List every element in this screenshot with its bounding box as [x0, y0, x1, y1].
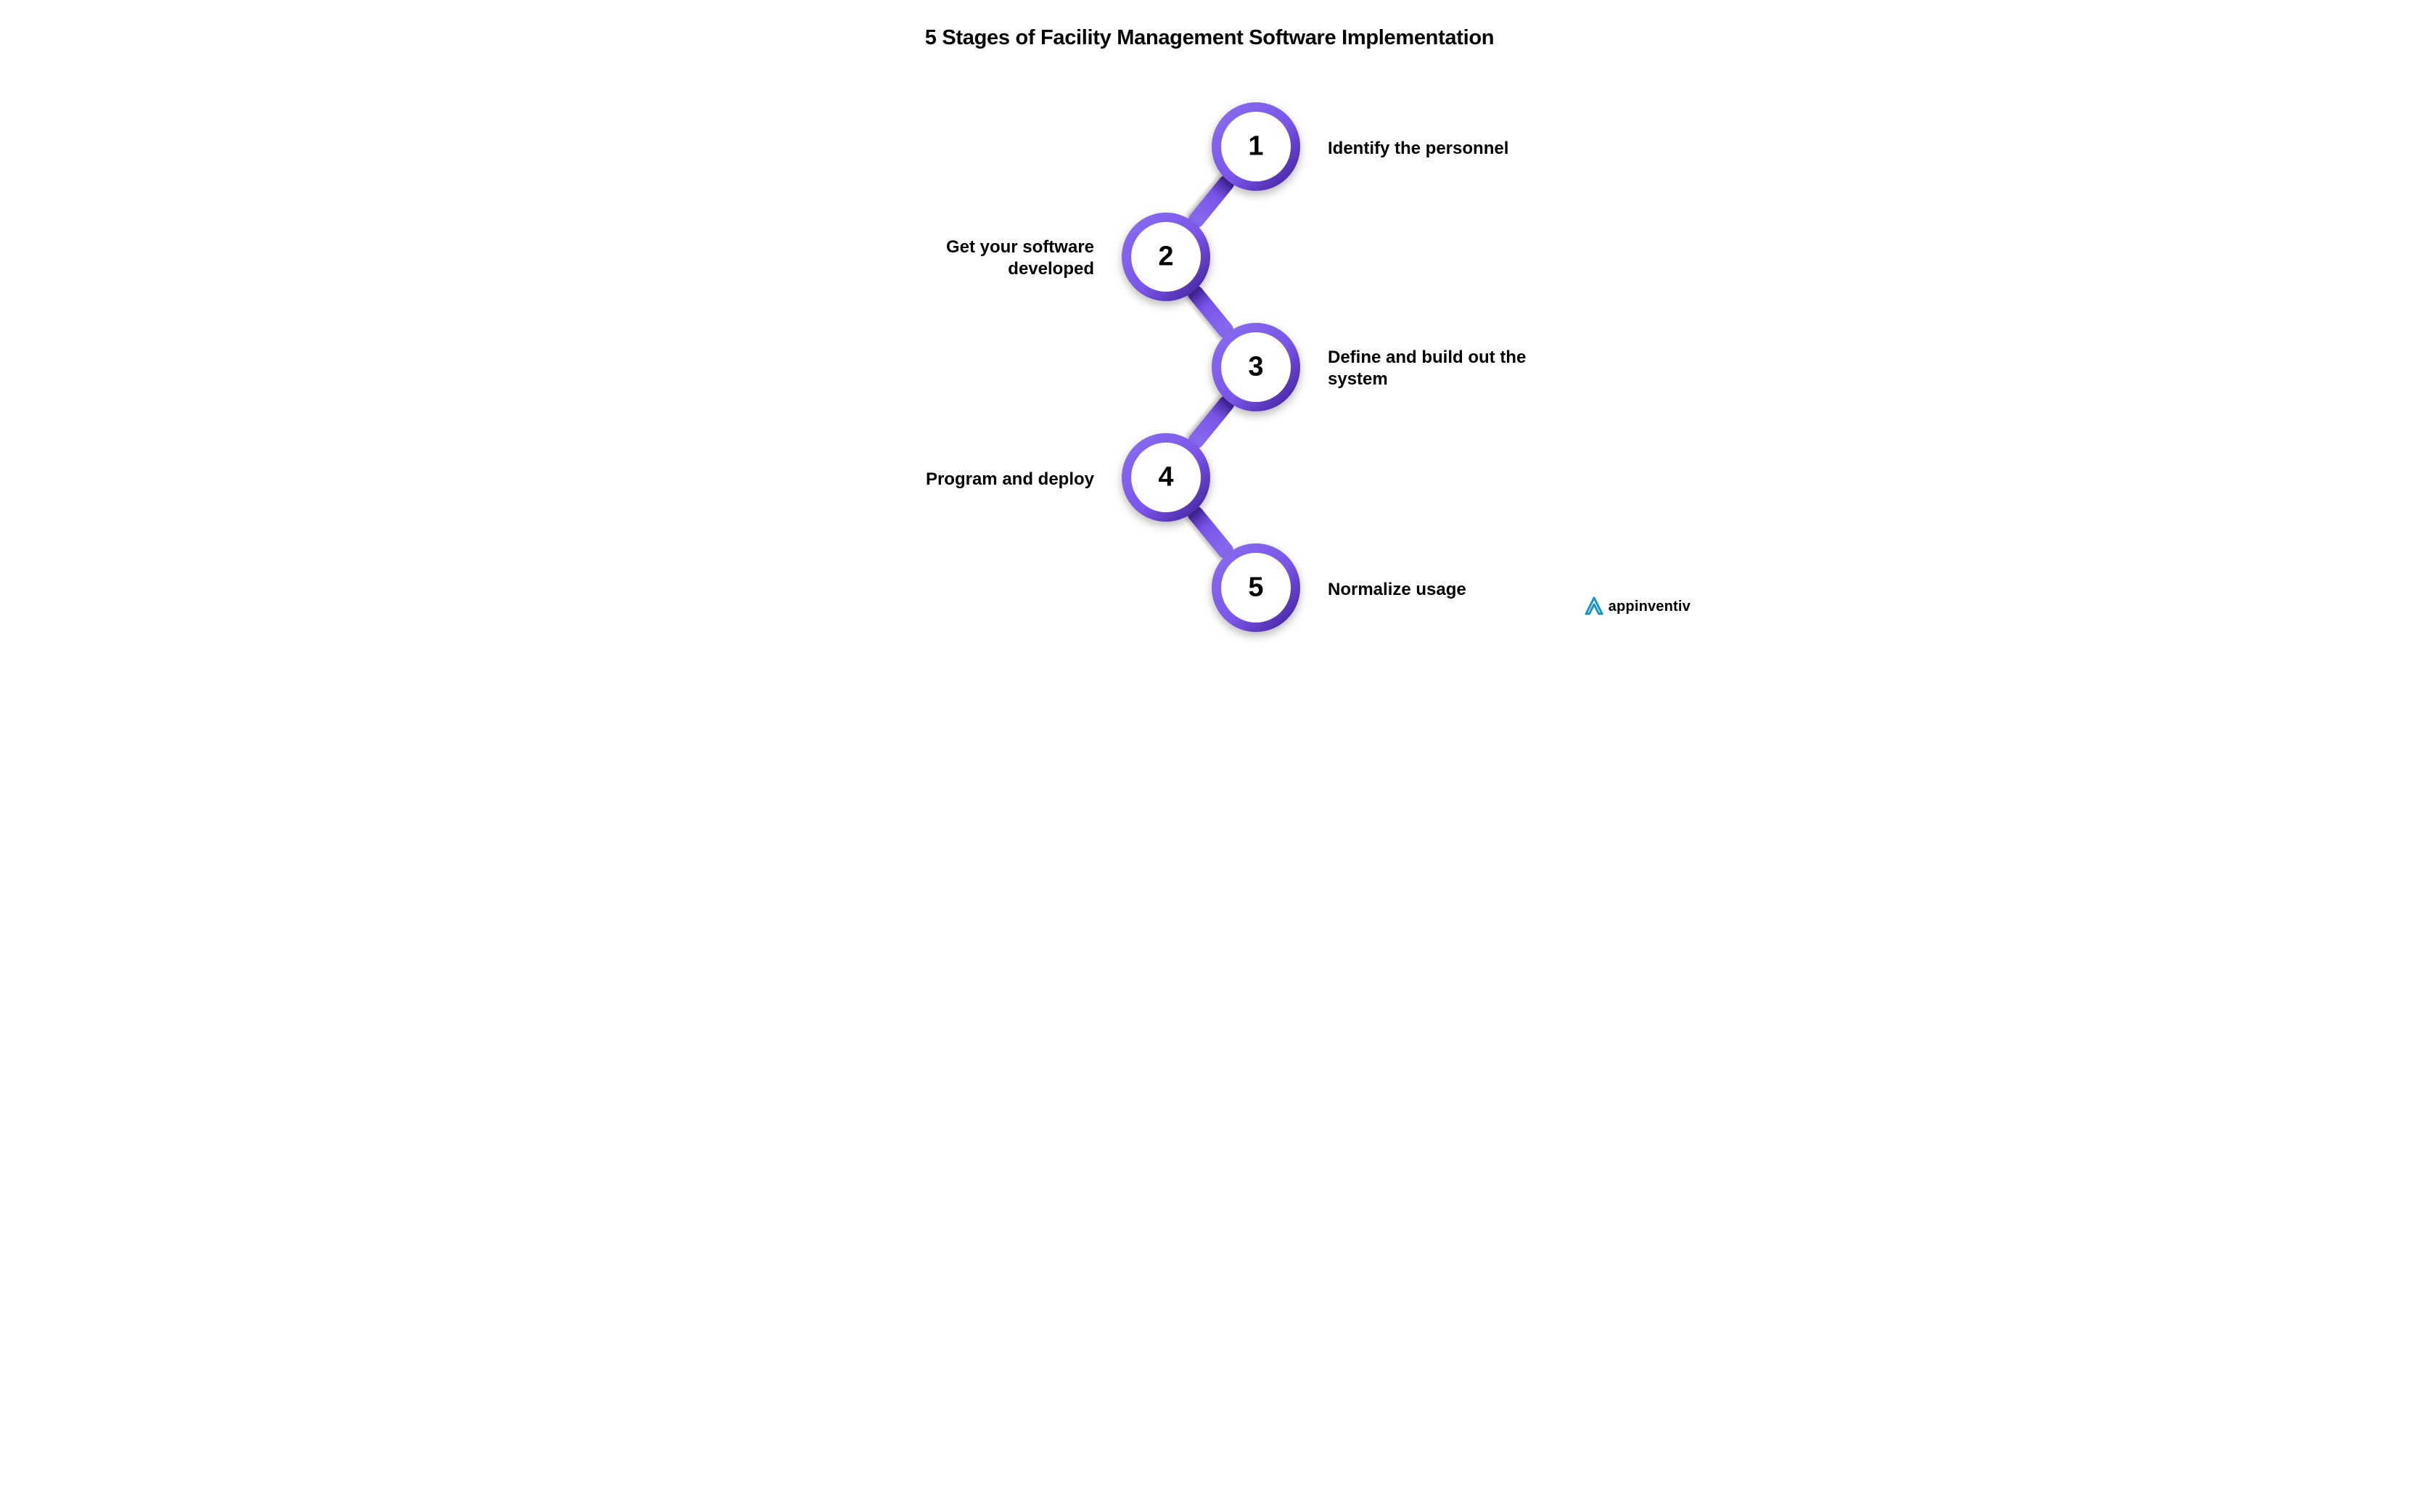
stage-number: 5 [1248, 572, 1263, 604]
stage-node: 3 [1212, 323, 1300, 411]
stage-label: Normalize usage [1328, 579, 1560, 601]
stage-node: 2 [1122, 213, 1210, 301]
stage-label: Define and build out the system [1328, 347, 1560, 390]
appinventiv-logo-icon [1584, 596, 1604, 617]
stage-label: Get your software developed [869, 237, 1094, 280]
stage-number: 3 [1248, 352, 1263, 383]
brand-logo: appinventiv [1584, 596, 1691, 617]
stage-node: 5 [1212, 543, 1300, 632]
stage-label: Identify the personnel [1328, 138, 1574, 160]
stage-label: Program and deploy [869, 469, 1094, 490]
brand-logo-text: appinventiv [1609, 599, 1691, 615]
stage-number: 1 [1248, 131, 1263, 163]
stage-number: 2 [1158, 242, 1173, 273]
stage-number: 4 [1158, 462, 1173, 493]
stage-node: 1 [1212, 102, 1300, 191]
stages-diagram: 1 Identify the personnel 2 Get your softwar… [702, 0, 1717, 634]
infographic-container: 5 Stages of Facility Management Software… [702, 0, 1717, 634]
stage-node: 4 [1122, 433, 1210, 522]
